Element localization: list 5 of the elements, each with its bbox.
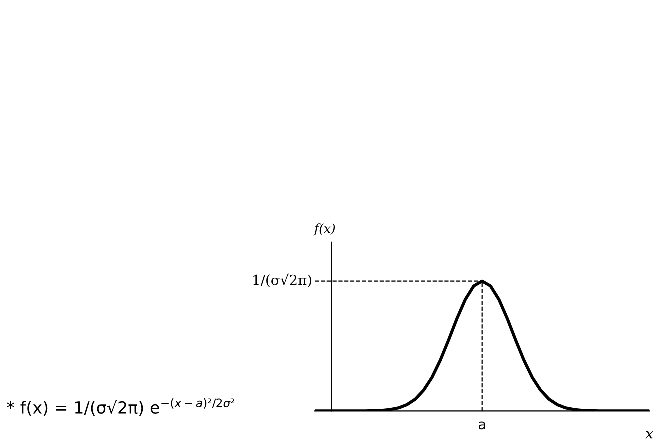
y-axis-title: f(x) <box>314 224 336 236</box>
ref-line-label: 1/(σ√2π) <box>254 274 312 288</box>
x-axis-title: x <box>646 431 654 439</box>
text: a <box>478 422 486 430</box>
text: * f(x) = 1/(σ√2π) e$^{−(x−a)²/2σ²}$ <box>7 398 235 416</box>
